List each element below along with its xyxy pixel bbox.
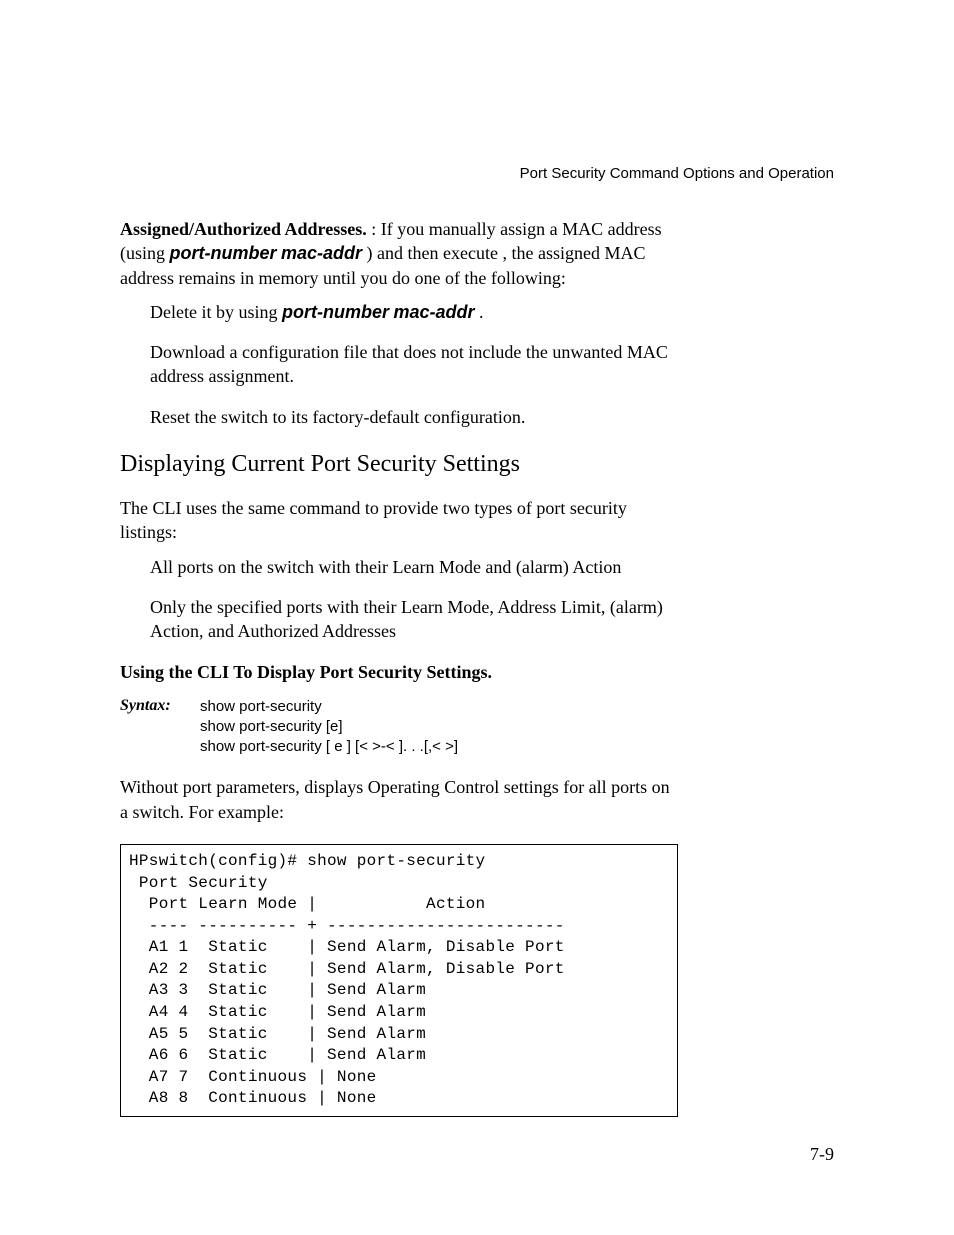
l3a: show port-security [ e ] [< bbox=[200, 738, 372, 755]
after-a: Without port parameters, bbox=[120, 777, 304, 797]
bullet-item-all-ports: All ports on the switch with their Learn… bbox=[150, 555, 680, 579]
mac-addr-param: mac-addr bbox=[281, 243, 362, 263]
bullet-list-2: All ports on the switch with their Learn… bbox=[150, 555, 680, 644]
syntax-lines: show port-security show port-security [e… bbox=[200, 697, 458, 758]
bullet-item-reset: Reset the switch to its factory-default … bbox=[150, 405, 680, 429]
syntax-line-2: show port-security [e] bbox=[200, 717, 458, 737]
bullet-list-1: Delete it by using port-number mac-addr … bbox=[150, 300, 680, 429]
document-page: Port Security Command Options and Operat… bbox=[0, 0, 954, 1235]
assigned-bold: Assigned/Authorized Addresses. bbox=[120, 219, 367, 239]
page-number: 7-9 bbox=[810, 1144, 834, 1165]
b1d: . bbox=[475, 302, 484, 322]
content-block: Assigned/Authorized Addresses. : If you … bbox=[120, 217, 680, 1117]
syntax-block: Syntax: show port-security show port-sec… bbox=[120, 697, 680, 758]
b1c: mac-addr bbox=[393, 302, 474, 322]
bullet-item-download: Download a configuration file that does … bbox=[150, 340, 680, 389]
assigned-execute: ) and then execute bbox=[362, 243, 502, 263]
after-syntax-para: Without port parameters, displays Operat… bbox=[120, 775, 680, 824]
subheading-cli: Using the CLI To Display Port Security S… bbox=[120, 662, 680, 683]
l3b: >-< bbox=[372, 738, 399, 755]
bullet-item-specified-ports: Only the specified ports with their Lear… bbox=[150, 595, 680, 644]
l3c: ]. . .[,< bbox=[399, 738, 445, 755]
b1b: port-number bbox=[282, 302, 389, 322]
syntax-line-1: show port-security bbox=[200, 697, 458, 717]
section-heading: Displaying Current Port Security Setting… bbox=[120, 451, 680, 478]
running-header: Port Security Command Options and Operat… bbox=[120, 165, 834, 182]
port-number-param: port-number bbox=[170, 243, 277, 263]
l3d: >] bbox=[445, 738, 458, 755]
section-intro: The CLI uses the same command to provide… bbox=[120, 496, 680, 545]
bullet-item-delete: Delete it by using port-number mac-addr … bbox=[150, 300, 680, 324]
para-assigned: Assigned/Authorized Addresses. : If you … bbox=[120, 217, 680, 290]
syntax-label: Syntax: bbox=[120, 697, 200, 758]
syntax-line-3: show port-security [ e ] [< >-< ]. . .[,… bbox=[200, 737, 458, 757]
b1a: Delete it by using bbox=[150, 302, 282, 322]
cli-output-figure: HPswitch(config)# show port-security Por… bbox=[120, 844, 678, 1117]
